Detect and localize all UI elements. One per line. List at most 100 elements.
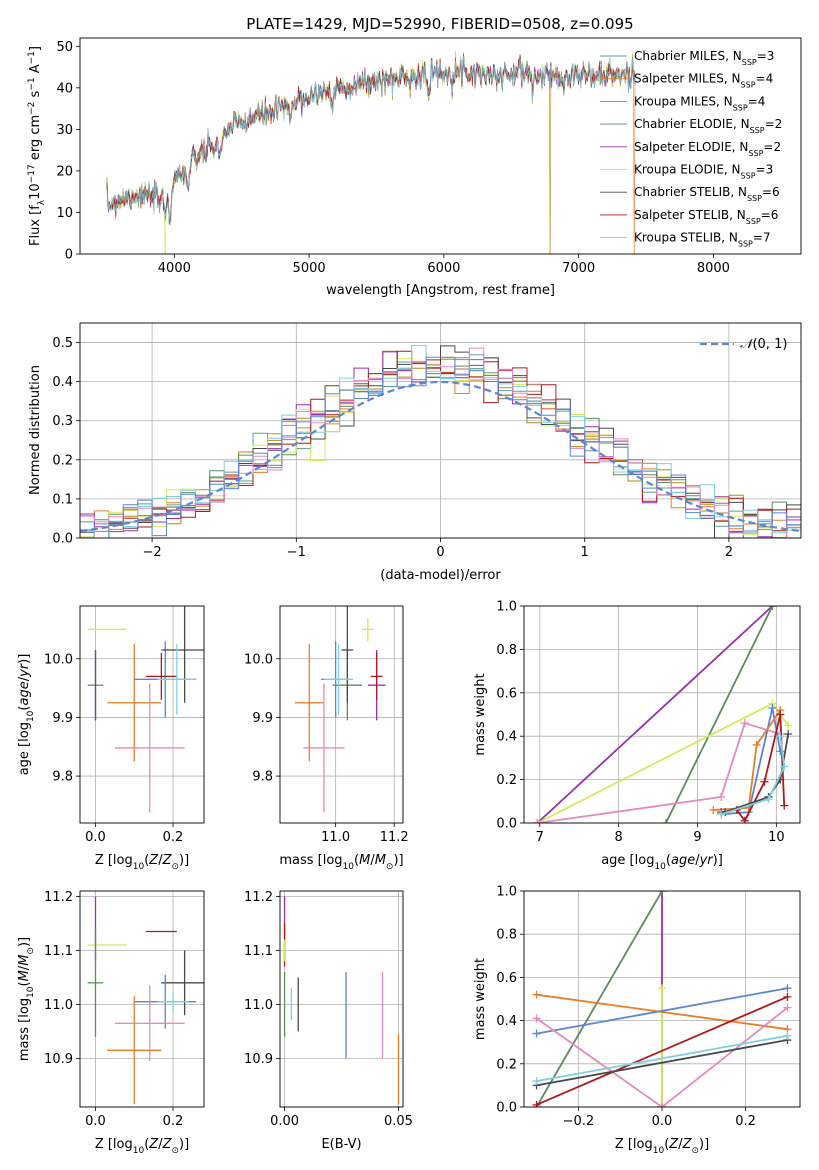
x-axis-label: E(B-V) [321, 1137, 361, 1152]
weight-marker [532, 1014, 541, 1023]
y-tick-label: 50 [56, 40, 73, 55]
y-tick-label: 11.0 [244, 998, 273, 1013]
mass-vs-metallicity-panel: 0.0 0.210.911.011.111.2Z [log10(Z/Z⊙)]mas… [17, 890, 205, 1156]
label-part: / [17, 676, 32, 681]
x-tick-label: 8000 [697, 261, 730, 276]
label-part: Z [148, 1137, 159, 1152]
label-part: ( [144, 853, 149, 868]
legend-label: Chabrier STELIB, NSSP=6 [634, 185, 780, 203]
x-tick-label: 0.00 [270, 1114, 299, 1129]
label-part: ⊙ [691, 1146, 699, 1156]
label-part: yr [699, 853, 715, 868]
label-part: M [375, 853, 386, 868]
weight-marker [717, 810, 726, 819]
label-part: M [17, 970, 32, 981]
label-part: 10 [653, 1146, 665, 1156]
legend-sub: SSP [747, 194, 762, 203]
label-part: ( [354, 853, 359, 868]
legend-text: Salpeter STELIB, N [634, 208, 746, 222]
histogram-series [80, 356, 801, 537]
x-axis-label: wavelength [Angstrom, rest frame] [326, 283, 555, 298]
label-part: ⊙ [386, 862, 394, 872]
error-bar-point [107, 996, 162, 1105]
axes-frame [79, 322, 802, 539]
label-part: Z [148, 853, 159, 868]
spectrum-line [106, 55, 636, 225]
label-part: ( [17, 981, 32, 986]
weight-marker [768, 606, 777, 610]
weight-marker [776, 710, 785, 719]
label-part: )] [17, 937, 32, 947]
label-part: λ [37, 199, 47, 205]
x-tick-label: 0.2 [163, 1114, 184, 1129]
legend-sub: SSP [738, 239, 753, 248]
y-tick-label: 9.9 [252, 711, 273, 726]
x-axis-label: Z [log10(Z/Z⊙)] [95, 1137, 189, 1156]
figure-title: PLATE=1429, MJD=52990, FIBERID=0508, z=0… [246, 15, 633, 33]
y-tick-label: 9.9 [52, 711, 73, 726]
legend-sub: SSP [750, 126, 765, 135]
label-part: yr [17, 662, 32, 678]
weight-marker [783, 992, 792, 1001]
weight-marker [717, 792, 726, 801]
axes-frame [523, 890, 801, 1108]
y-tick-label: 1.0 [496, 600, 517, 615]
weight-marker [783, 984, 792, 993]
legend-sub: SSP [748, 148, 763, 157]
weight-line [536, 995, 788, 1106]
x-tick-label: 5000 [293, 261, 326, 276]
x-tick-label: 0.0 [85, 830, 106, 845]
x-tick-label: 0 [436, 545, 444, 560]
x-tick-label: 0.05 [384, 1114, 413, 1129]
legend-label: Kroupa MILES, NSSP=4 [634, 94, 765, 112]
y-tick-label: 10.0 [244, 652, 273, 667]
label-part: −2 [27, 102, 37, 115]
label-part: Z [162, 853, 173, 868]
legend-tail: =7 [753, 231, 771, 245]
axes-frame [79, 37, 802, 255]
weight-marker [752, 740, 761, 749]
legend-text: Salpeter ELODIE, N [634, 140, 748, 154]
residuals-panel: −2 −1 0 1 2 0.0 0.1 0.2 0.3 0.4 0.5 𝒩(0, 1) (data-mo… [28, 322, 802, 583]
x-tick-label: 8 [614, 830, 622, 845]
legend-label: Kroupa ELODIE, NSSP=3 [634, 163, 773, 181]
legend-label: Chabrier MILES, NSSP=3 [634, 49, 774, 67]
label-part: ⊙ [171, 1146, 179, 1156]
label-part: / [695, 853, 700, 868]
legend-label: Salpeter MILES, NSSP=4 [634, 72, 773, 90]
axes-frame [79, 605, 205, 824]
y-tick-label: 11.2 [244, 890, 273, 905]
weight-marker [776, 732, 785, 741]
error-bar-point [161, 950, 204, 1016]
label-part: age [log [601, 853, 654, 868]
label-part: ⊙ [26, 947, 36, 955]
label-part: / [370, 853, 375, 868]
x-tick-label: 6000 [427, 261, 460, 276]
label-part: ⊙ [171, 862, 179, 872]
weight-marker [532, 1100, 541, 1107]
label-part: mass [log [279, 853, 342, 868]
x-axis-label: (data-model)/error [380, 568, 501, 583]
label-part: )] [179, 853, 189, 868]
label-part: 10 [654, 862, 666, 872]
y-tick-label: 10 [56, 206, 73, 221]
label-part: Flux [f [28, 205, 43, 246]
label-part: )] [393, 853, 403, 868]
y-tick-label: 9.8 [52, 770, 73, 785]
weight-line [720, 736, 786, 816]
weight-marker [783, 1003, 792, 1012]
y-tick-label: 10.0 [44, 652, 73, 667]
y-tick-label: 11.1 [44, 944, 73, 959]
weight-marker [532, 1077, 541, 1086]
label-part: )] [17, 654, 32, 664]
legend-label: Salpeter STELIB, NSSP=6 [634, 208, 778, 226]
legend-text: Chabrier MILES, N [634, 49, 742, 63]
y-tick-label: 0.2 [496, 773, 517, 788]
weight-marker [780, 762, 789, 771]
y-tick-label: 0.2 [496, 1057, 517, 1072]
legend-tail: =3 [756, 163, 774, 177]
label-part: E(B-V) [321, 1137, 361, 1152]
y-axis-label: Normed distribution [28, 365, 43, 495]
spectrum-line [106, 55, 636, 226]
y-tick-label: 0.5 [52, 336, 73, 351]
